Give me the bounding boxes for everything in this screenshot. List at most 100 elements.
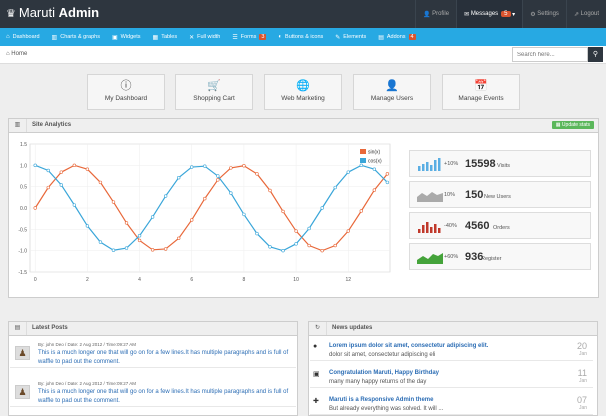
legend-label: sin(x) bbox=[368, 150, 381, 156]
quick-manage-events[interactable]: 📅 Manage Events bbox=[442, 74, 520, 110]
menu-tables[interactable]: ▦ Tables bbox=[152, 34, 178, 41]
user-nav: 👤 Profile ✉ Messages 5 ▾ ⚙ Settings ⇗ Log… bbox=[414, 0, 606, 28]
y-tick-label: -1.5 bbox=[18, 270, 27, 276]
avatar: ♟ bbox=[15, 385, 30, 399]
data-point bbox=[268, 245, 272, 249]
x-tick-label: 4 bbox=[138, 277, 141, 283]
data-point bbox=[72, 203, 77, 207]
data-point bbox=[385, 172, 390, 176]
panel-title: News updates bbox=[332, 325, 373, 331]
news-item[interactable]: ✚ Maruti is a Responsive Admin theme But a… bbox=[310, 394, 593, 415]
x-tick-label: 8 bbox=[243, 277, 246, 283]
menu-dashboard[interactable]: ⌂ Dashboard bbox=[6, 34, 40, 40]
legend-swatch bbox=[360, 158, 366, 163]
news-item[interactable]: ● Lorem ipsum dolor sit amet, consectetur… bbox=[310, 340, 593, 361]
shopping-cart-icon: 🛒 bbox=[207, 80, 221, 92]
gear-icon: ⚙ bbox=[530, 11, 538, 18]
data-point bbox=[320, 248, 324, 253]
data-point bbox=[98, 180, 103, 185]
x-tick-label: 2 bbox=[86, 277, 89, 283]
data-point bbox=[346, 170, 350, 174]
home-icon: ⌂ bbox=[6, 34, 10, 40]
calendar-icon: 📅 bbox=[474, 80, 488, 92]
news-item[interactable]: ▣ Congratulation Maruti, Happy Birthday ma… bbox=[310, 367, 593, 388]
panel-title: Site Analytics bbox=[32, 122, 72, 128]
post-item[interactable]: ♟ By: john Deo / Date: 2 Aug 2012 / Time:… bbox=[10, 379, 296, 407]
quick-shopping-cart[interactable]: 🛒 Shopping Cart bbox=[175, 74, 253, 110]
users-icon: 👤 bbox=[385, 80, 399, 92]
data-point bbox=[111, 248, 116, 252]
menu-elements[interactable]: ✎ Elements bbox=[335, 34, 367, 41]
orders-sparkline bbox=[418, 222, 441, 233]
data-point bbox=[229, 166, 233, 170]
fullscreen-icon: ✕ bbox=[189, 34, 195, 41]
post-item[interactable]: ♟ By: john Deo / Date: 2 Aug 2012 / Time:… bbox=[10, 340, 296, 368]
menu-addons[interactable]: ▤ Addons 4 bbox=[378, 34, 416, 41]
envelope-icon: ✉ bbox=[464, 11, 471, 18]
stat-visits: +10% 15598 Visits bbox=[409, 150, 591, 177]
data-point bbox=[242, 212, 246, 217]
data-point bbox=[33, 206, 37, 210]
avatar: ♟ bbox=[15, 346, 30, 360]
data-point bbox=[85, 224, 90, 228]
data-point bbox=[137, 238, 142, 243]
data-point bbox=[176, 176, 181, 180]
home-icon: ⌂ bbox=[6, 51, 10, 57]
menu-full-width[interactable]: ✕ Full width bbox=[189, 34, 221, 41]
latest-posts-panel: ▤ Latest Posts bbox=[8, 321, 298, 416]
data-point bbox=[359, 209, 364, 213]
quick-manage-users[interactable]: 👤 Manage Users bbox=[353, 74, 431, 110]
search-input[interactable] bbox=[512, 47, 588, 62]
menu-forms[interactable]: ☰ Forms 3 bbox=[232, 34, 267, 41]
logout-link[interactable]: ⇗ Logout bbox=[565, 0, 606, 28]
data-point bbox=[372, 167, 377, 171]
legend-label: cos(x) bbox=[368, 159, 382, 165]
data-point bbox=[216, 174, 220, 178]
data-point bbox=[281, 248, 285, 253]
news-updates-panel: ↻ News updates bbox=[308, 321, 598, 416]
user-icon: 👤 bbox=[422, 11, 433, 18]
data-point bbox=[176, 236, 181, 240]
plus-icon: ✚ bbox=[313, 398, 319, 405]
search-button[interactable]: ⚲ bbox=[588, 47, 603, 62]
data-point bbox=[333, 185, 337, 190]
data-point bbox=[33, 163, 37, 168]
update-stats-button[interactable]: ▦ Update stats bbox=[551, 121, 594, 129]
quick-my-dashboard[interactable]: ⓘ My Dashboard bbox=[87, 74, 165, 110]
settings-link[interactable]: ⚙ Settings bbox=[522, 0, 566, 28]
brand-logo[interactable]: ♛ Maruti Admin bbox=[6, 5, 100, 20]
x-tick-label: 6 bbox=[190, 277, 193, 283]
data-point bbox=[111, 200, 116, 204]
file-icon: ▤ bbox=[378, 34, 384, 41]
profile-link[interactable]: 👤 Profile bbox=[414, 0, 456, 28]
data-point bbox=[150, 248, 155, 252]
y-tick-label: 0.0 bbox=[20, 206, 27, 212]
data-point bbox=[372, 188, 377, 192]
quick-web-marketing[interactable]: 🌐 Web Marketing bbox=[264, 74, 342, 110]
series-line bbox=[34, 164, 388, 252]
data-point bbox=[307, 243, 311, 248]
data-point bbox=[320, 206, 324, 210]
x-tick-label: 12 bbox=[345, 277, 351, 283]
stat-orders: -40% 4560 Orders bbox=[409, 212, 591, 239]
data-point bbox=[294, 229, 298, 233]
caret-down-icon: ▾ bbox=[510, 11, 516, 18]
data-point bbox=[255, 172, 259, 176]
users-sparkline bbox=[417, 192, 443, 202]
top-bar: ♛ Maruti Admin 👤 Profile ✉ Messages 5 ▾ ⚙ … bbox=[0, 0, 606, 28]
data-point bbox=[359, 163, 364, 168]
main-menu: ⌂ Dashboard ▥ Charts & graphs ▣ Widgets ▦ Ta… bbox=[0, 28, 606, 46]
menu-buttons[interactable]: ◐ Buttons & icons bbox=[278, 34, 324, 40]
x-tick-label: 0 bbox=[34, 277, 37, 283]
menu-charts[interactable]: ▥ Charts & graphs bbox=[51, 34, 100, 41]
gift-icon: ▣ bbox=[313, 371, 320, 378]
panel-title: Latest Posts bbox=[32, 325, 68, 331]
data-point bbox=[190, 165, 194, 169]
data-point bbox=[163, 247, 168, 251]
messages-link[interactable]: ✉ Messages 5 ▾ bbox=[456, 0, 523, 28]
menu-widgets[interactable]: ▣ Widgets bbox=[111, 34, 141, 41]
register-sparkline bbox=[417, 253, 443, 264]
search-icon: ⚲ bbox=[592, 51, 599, 58]
data-point bbox=[333, 243, 337, 248]
breadcrumb-home[interactable]: ⌂ Home bbox=[6, 51, 28, 57]
